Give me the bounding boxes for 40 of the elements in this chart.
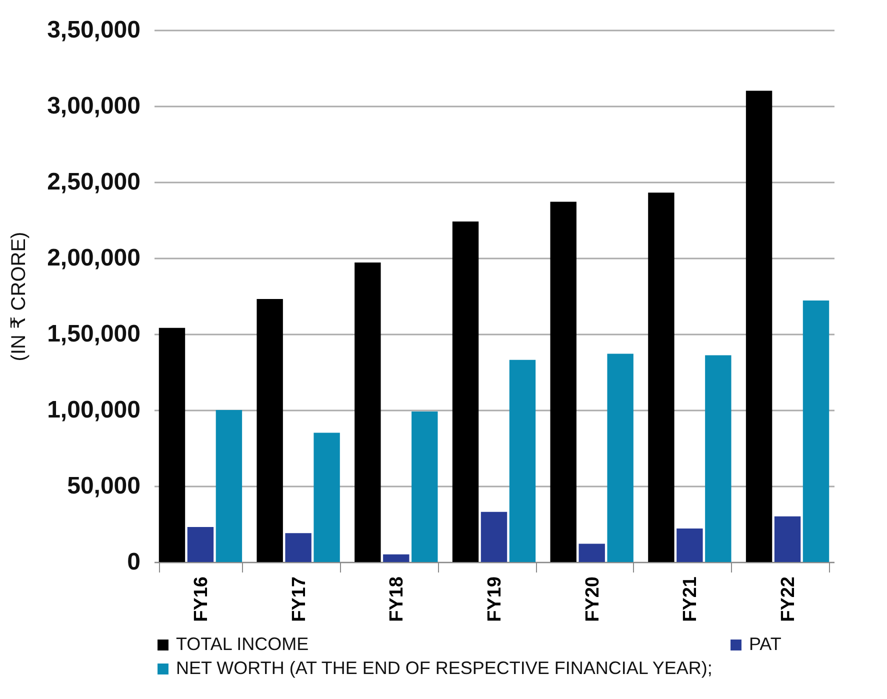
bar — [158, 328, 186, 562]
y-tick-label: 1,50,000 — [47, 320, 140, 348]
bar — [676, 528, 703, 562]
x-tick-label: FY16 — [190, 576, 212, 622]
bar — [216, 410, 242, 562]
bar — [412, 412, 438, 562]
bar — [383, 554, 410, 562]
bar — [314, 432, 340, 562]
bar — [802, 300, 830, 562]
bar — [187, 527, 214, 562]
legend-label: PAT — [749, 634, 782, 654]
bar — [480, 512, 508, 562]
bar — [452, 222, 479, 562]
bar — [648, 192, 674, 562]
x-tick-label: FY17 — [288, 576, 310, 622]
y-tick-label: 3,00,000 — [47, 92, 140, 120]
legend-label: TOTAL INCOME — [176, 634, 309, 654]
y-axis-title: (IN ₹ CRORE) — [8, 232, 30, 362]
bar — [774, 516, 801, 562]
x-tick-label: FY21 — [680, 576, 702, 622]
x-tick-label: FY20 — [582, 576, 604, 622]
bar — [705, 355, 732, 562]
bar — [550, 202, 576, 562]
x-tick-label: FY18 — [386, 576, 408, 622]
bar — [285, 533, 312, 562]
y-tick-label: 2,00,000 — [47, 244, 140, 272]
y-tick-label: 1,00,000 — [47, 396, 140, 424]
bar — [607, 354, 634, 562]
bar — [578, 544, 605, 562]
y-tick-label: 2,50,000 — [47, 168, 140, 196]
x-tick-label: FY22 — [778, 576, 800, 622]
bar — [354, 262, 381, 562]
bar — [256, 299, 283, 562]
y-tick-label: 3,50,000 — [47, 16, 140, 44]
x-tick-label: FY19 — [484, 576, 506, 622]
bar — [509, 360, 536, 562]
legend-label: NET WORTH (AT THE END OF RESPECTIVE FINANCIAL YEAR); — [176, 658, 712, 678]
y-tick-label: 50,000 — [67, 472, 140, 500]
bar — [746, 90, 772, 562]
y-tick-label: 0 — [127, 548, 140, 576]
